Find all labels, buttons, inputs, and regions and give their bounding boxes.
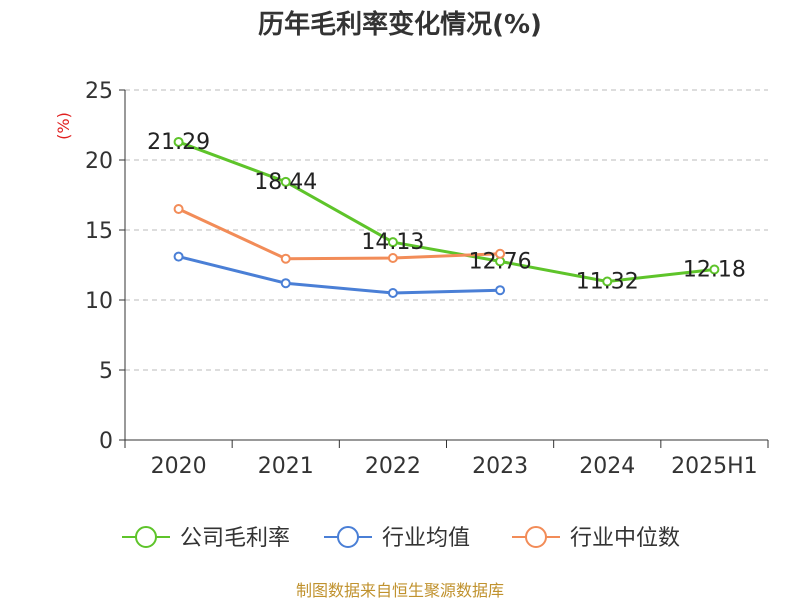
legend-marker — [525, 526, 547, 548]
data-label: 11.32 — [576, 270, 639, 295]
y-tick-label: 5 — [99, 359, 113, 384]
legend-marker — [337, 526, 359, 548]
x-tick-label: 2025H1 — [671, 454, 758, 479]
x-tick-label: 2020 — [151, 454, 207, 479]
chart-title: 历年毛利率变化情况(%) — [258, 10, 542, 40]
grid-lines — [125, 89, 768, 371]
series-lines — [173, 136, 720, 298]
data-point — [280, 278, 291, 289]
y-tick-label: 10 — [85, 289, 113, 314]
data-point — [173, 136, 184, 147]
x-tick-label: 2023 — [472, 454, 528, 479]
data-point — [280, 253, 291, 264]
data-label: 18.44 — [254, 170, 317, 195]
series-line-1 — [178, 255, 501, 295]
data-labels: 21.29 18.44 14.13 12.76 11.32 12.18 — [147, 130, 746, 295]
source-footer: 制图数据来自恒生聚源数据库 — [295, 581, 504, 600]
x-tick-label: 2021 — [258, 454, 314, 479]
legend-label[interactable]: 行业中位数 — [570, 526, 680, 551]
legend-label[interactable]: 公司毛利率 — [180, 526, 290, 551]
y-tick-label: 20 — [85, 149, 113, 174]
data-label: 12.76 — [469, 249, 532, 274]
x-tick-label: 2024 — [579, 454, 635, 479]
legend-marker — [135, 526, 157, 548]
data-point — [602, 276, 613, 287]
data-point — [173, 251, 184, 262]
x-tick-label: 2022 — [365, 454, 421, 479]
data-point — [280, 176, 291, 187]
y-tick-label: 0 — [99, 429, 113, 454]
data-label: 12.18 — [683, 257, 746, 282]
y-tick-label: 25 — [85, 79, 113, 104]
data-point — [495, 248, 506, 259]
y-tick-label: 15 — [85, 219, 113, 244]
data-point — [173, 204, 184, 214]
data-point — [387, 288, 398, 298]
series-line-0 — [178, 140, 715, 284]
data-point — [387, 237, 398, 248]
data-point — [495, 285, 506, 296]
y-axis-label: (%) — [54, 112, 73, 140]
axes: 0 5 10 15 20 25 (%) 2020 2021 2022 2023 2024 2025H1 — [54, 79, 769, 479]
data-label: 14.13 — [361, 230, 424, 255]
legend-label[interactable]: 行业均值 — [382, 526, 470, 551]
data-point — [387, 253, 398, 263]
data-point — [709, 264, 720, 275]
series-line-2 — [177, 207, 501, 261]
legend: 公司毛利率 行业均值 行业中位数 — [122, 526, 680, 551]
data-label: 21.29 — [147, 130, 210, 155]
